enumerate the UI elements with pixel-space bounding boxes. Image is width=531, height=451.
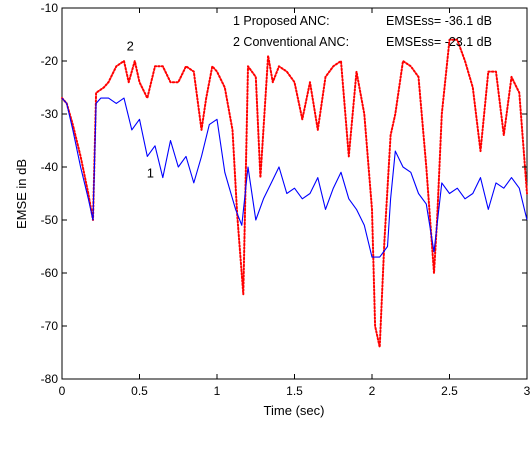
legend-value-2: EMSEss= -23.1 dB <box>386 35 492 49</box>
curve-annotation: 1 <box>147 166 154 181</box>
tick-layer: 0 0.5 1 1.5 2 2.5 3 -10 -20 -30 -40 -50 -60 -70 -80 <box>41 1 531 398</box>
legend-value-1: EMSEss= -36.1 dB <box>386 14 492 28</box>
y-tick-label: -80 <box>41 372 59 386</box>
x-axis-label: Time (sec) <box>264 403 325 418</box>
x-tick-label: 3 <box>524 384 531 398</box>
x-tick-label: 2 <box>369 384 376 398</box>
plot-area <box>61 7 528 380</box>
curve-annotation: 2 <box>127 38 134 53</box>
y-tick-label: -20 <box>41 54 59 68</box>
y-tick-label: -50 <box>41 213 59 227</box>
series-proposed-anc-line <box>61 97 528 258</box>
legend-label-1: 1 Proposed ANC: <box>233 14 330 28</box>
x-tick-label: 0 <box>59 384 66 398</box>
y-axis-label: EMSE in dB <box>14 159 29 229</box>
y-tick-label: -10 <box>41 1 59 15</box>
y-tick-label: -70 <box>41 319 59 333</box>
x-tick-label: 1 <box>214 384 221 398</box>
series-layer <box>61 38 528 349</box>
legend: 1 Proposed ANC: EMSEss= -36.1 dB 2 Conve… <box>233 14 492 49</box>
plot-frame <box>61 7 528 380</box>
series-conventional-anc-line <box>61 38 528 349</box>
y-tick-label: -40 <box>41 160 59 174</box>
annotation-layer: 12 <box>127 38 154 180</box>
x-tick-label: 1.5 <box>286 384 303 398</box>
legend-label-2: 2 Conventional ANC: <box>233 35 349 49</box>
x-tick-label: 0.5 <box>131 384 148 398</box>
y-tick-label: -30 <box>41 107 59 121</box>
y-tick-label: -60 <box>41 266 59 280</box>
x-tick-label: 2.5 <box>441 384 458 398</box>
